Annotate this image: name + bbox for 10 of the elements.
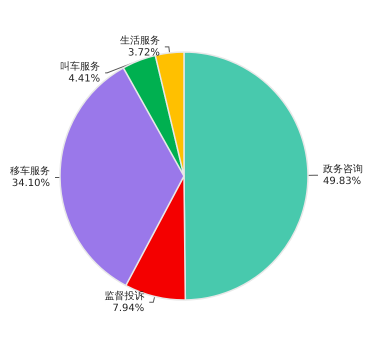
slice-label: 叫车服务 bbox=[60, 60, 100, 72]
slice-label: 移车服务 bbox=[10, 164, 50, 177]
data-label: 7.94% bbox=[112, 302, 144, 314]
data-label: 34.10% bbox=[12, 178, 50, 189]
slice-label: 生活服务 bbox=[120, 34, 160, 46]
slice-label: 政务咨询 bbox=[323, 162, 363, 175]
data-label: 4.41% bbox=[68, 73, 100, 84]
data-label: 3.72% bbox=[128, 47, 160, 58]
slice-label: 监督投诉 bbox=[104, 290, 144, 302]
data-label: 49.83% bbox=[323, 176, 362, 187]
